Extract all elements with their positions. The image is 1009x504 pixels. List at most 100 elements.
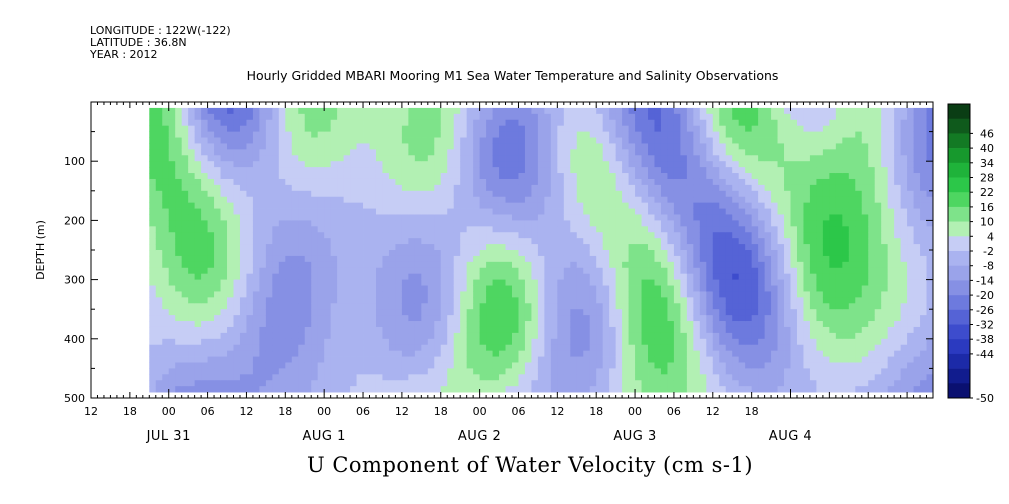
heatmap-cell <box>291 161 299 168</box>
heatmap-cell <box>712 226 720 233</box>
heatmap-cell <box>732 255 740 263</box>
heatmap-cell <box>518 255 526 263</box>
heatmap-cell <box>777 279 785 286</box>
heatmap-cell <box>330 285 338 292</box>
heatmap-cell <box>440 321 448 328</box>
heatmap-cell <box>278 119 286 127</box>
heatmap-cell <box>363 184 370 192</box>
heatmap-cell <box>499 161 506 168</box>
heatmap-cell <box>680 167 688 174</box>
heatmap-cell <box>796 267 804 275</box>
heatmap-cell <box>298 137 306 144</box>
heatmap-cell <box>505 178 513 186</box>
heatmap-cell <box>427 362 435 369</box>
heatmap-cell <box>317 356 325 363</box>
heatmap-cell <box>388 380 396 387</box>
heatmap-cell <box>375 208 383 215</box>
heatmap-cell <box>175 285 183 292</box>
heatmap-cell <box>239 386 247 393</box>
heatmap-cell <box>408 125 416 132</box>
heatmap-cell <box>311 220 319 227</box>
heatmap-cell <box>330 184 338 192</box>
heatmap-cell <box>252 137 260 144</box>
heatmap-cell <box>447 137 455 144</box>
heatmap-cell <box>414 279 422 286</box>
heatmap-cell <box>596 279 604 286</box>
heatmap-cell <box>712 202 720 209</box>
heatmap-cell <box>809 125 817 132</box>
heatmap-cell <box>369 143 377 150</box>
heatmap-cell <box>181 309 189 316</box>
heatmap-cell <box>220 113 228 121</box>
heatmap-cell <box>796 291 804 298</box>
heatmap-cell <box>304 232 312 239</box>
heatmap-cell <box>790 220 798 227</box>
heatmap-cell <box>512 155 519 162</box>
heatmap-cell <box>609 208 617 215</box>
heatmap-cell <box>285 303 293 310</box>
heatmap-cell <box>214 291 221 298</box>
heatmap-cell <box>796 332 804 340</box>
heatmap-cell <box>388 244 396 251</box>
heatmap-cell <box>732 374 740 381</box>
heatmap-cell <box>732 362 740 369</box>
heatmap-cell <box>602 315 610 322</box>
heatmap-cell <box>673 303 681 310</box>
heatmap-cell <box>207 368 215 375</box>
heatmap-cell <box>609 238 617 245</box>
heatmap-cell <box>505 113 513 121</box>
heatmap-cell <box>155 368 163 375</box>
heatmap-cell <box>622 267 629 275</box>
heatmap-cell <box>719 214 727 221</box>
heatmap-cell <box>803 315 811 322</box>
heatmap-cell <box>764 285 772 292</box>
heatmap-cell <box>149 149 157 156</box>
heatmap-cell <box>499 244 506 251</box>
heatmap-cell <box>771 107 778 115</box>
heatmap-cell <box>369 255 377 263</box>
heatmap-cell <box>479 250 487 257</box>
heatmap-cell <box>660 267 668 275</box>
heatmap-cell <box>408 250 416 257</box>
heatmap-cell <box>609 167 617 174</box>
heatmap-cell <box>421 190 429 198</box>
heatmap-cell <box>699 202 707 209</box>
heatmap-cell <box>771 326 778 334</box>
heatmap-cell <box>188 220 196 227</box>
heatmap-cell <box>155 137 163 144</box>
heatmap-cell <box>505 291 513 298</box>
heatmap-cell <box>252 303 260 310</box>
heatmap-cell <box>589 131 597 138</box>
heatmap-cell <box>505 309 513 316</box>
heatmap-cell <box>453 297 461 304</box>
heatmap-cell <box>246 214 254 221</box>
heatmap-cell <box>278 261 286 269</box>
heatmap-cell <box>518 113 526 121</box>
heatmap-cell <box>596 149 604 156</box>
heatmap-cell <box>499 143 506 150</box>
heatmap-cell <box>311 250 319 257</box>
heatmap-cell <box>524 255 532 263</box>
heatmap-cell <box>304 220 312 227</box>
heatmap-cell <box>447 238 455 245</box>
heatmap-cell <box>304 285 312 292</box>
heatmap-cell <box>337 214 344 221</box>
heatmap-cell <box>272 255 280 263</box>
heatmap-cell <box>622 344 629 352</box>
heatmap-cell <box>790 267 798 275</box>
heatmap-cell <box>777 190 785 198</box>
heatmap-cell <box>298 131 306 138</box>
heatmap-cell <box>563 279 571 286</box>
heatmap-cell <box>201 297 208 304</box>
heatmap-cell <box>369 356 377 363</box>
heatmap-cell <box>239 291 247 298</box>
heatmap-cell <box>395 226 403 233</box>
heatmap-cell <box>576 232 584 239</box>
heatmap-cell <box>233 173 241 180</box>
heatmap-cell <box>324 273 332 280</box>
heatmap-cell <box>395 321 403 328</box>
heatmap-cell <box>265 255 273 263</box>
heatmap-cell <box>738 267 746 275</box>
heatmap-cell <box>667 208 675 215</box>
heatmap-cell <box>745 386 753 393</box>
